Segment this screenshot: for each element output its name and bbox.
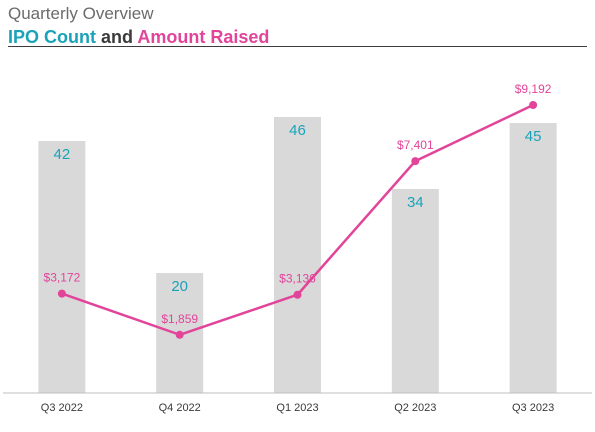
category-label-q1-2023: Q1 2023 xyxy=(276,402,318,414)
point-label-q1-2023: $3,136 xyxy=(279,272,316,286)
bar-q3-2022 xyxy=(38,141,86,393)
title-amount-raised: Amount Raised xyxy=(137,27,270,47)
point-q3-2022 xyxy=(57,289,66,298)
bar-q3-2023 xyxy=(509,123,557,393)
chart-header: Quarterly Overview IPO Count and Amount … xyxy=(8,4,587,48)
bar-label-q2-2023: 34 xyxy=(407,194,424,211)
bar-value-labels: 42 20 46 34 45 xyxy=(54,122,542,295)
point-q2-2023 xyxy=(411,157,420,166)
bar-label-q3-2023: 45 xyxy=(525,128,542,145)
bar-label-q4-2022: 20 xyxy=(171,278,188,295)
header-divider xyxy=(8,46,587,47)
chart-subtitle: Quarterly Overview xyxy=(8,4,154,23)
title-and: and xyxy=(101,27,134,47)
chart-title: IPO Count and Amount Raised xyxy=(8,26,587,48)
category-labels: Q3 2022 Q4 2022 Q1 2023 Q2 2023 Q3 2023 xyxy=(41,402,554,414)
bar-q1-2023 xyxy=(274,117,321,393)
bar-label-q3-2022: 42 xyxy=(54,146,71,163)
point-q4-2022 xyxy=(175,330,184,339)
line-series xyxy=(57,101,538,339)
point-value-labels: $3,172 $1,859 $3,136 $7,401 $9,192 xyxy=(44,82,552,326)
bar-series xyxy=(38,117,557,393)
category-label-q2-2023: Q2 2023 xyxy=(394,402,436,414)
category-label-q4-2022: Q4 2022 xyxy=(159,402,201,414)
point-q1-2023 xyxy=(293,290,302,299)
category-label-q3-2023: Q3 2023 xyxy=(512,402,554,414)
point-label-q3-2023: $9,192 xyxy=(515,82,552,96)
category-label-q3-2022: Q3 2022 xyxy=(41,402,83,414)
point-label-q4-2022: $1,859 xyxy=(161,312,198,326)
bar-q2-2023 xyxy=(391,189,439,393)
point-label-q2-2023: $7,401 xyxy=(397,138,434,152)
bar-label-q1-2023: 46 xyxy=(289,122,306,139)
title-ipo-count: IPO Count xyxy=(8,27,96,47)
point-label-q3-2022: $3,172 xyxy=(44,271,81,285)
point-q3-2023 xyxy=(529,101,538,109)
